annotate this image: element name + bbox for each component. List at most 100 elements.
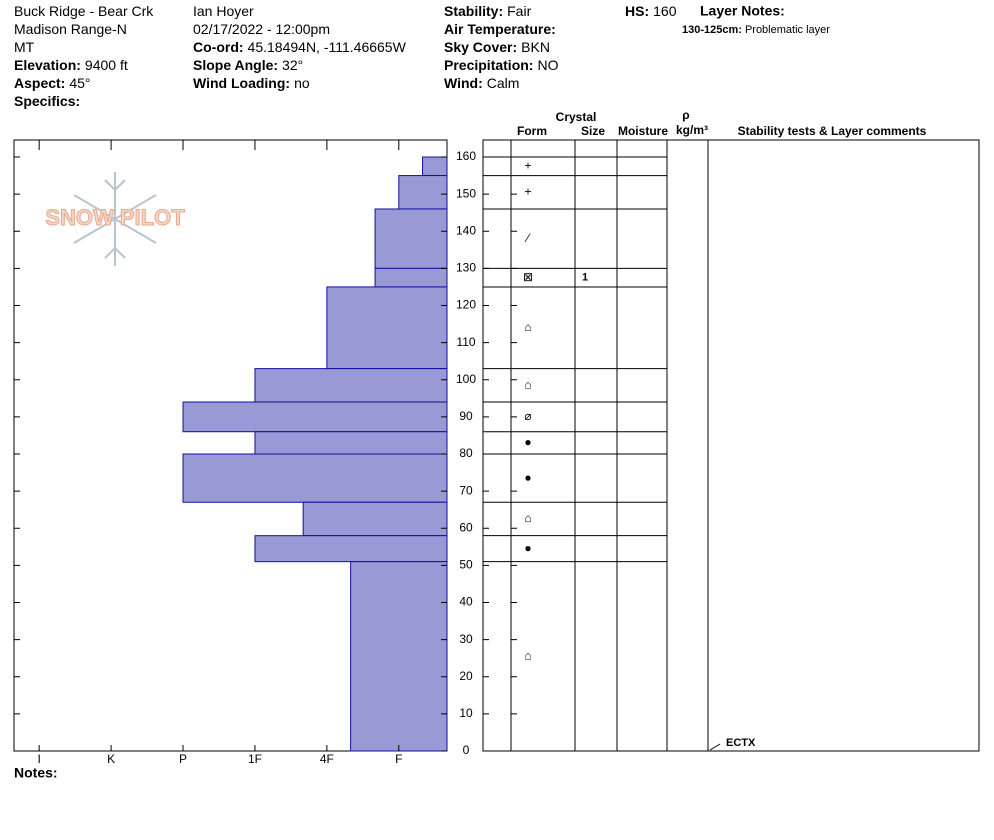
grain-form: ⁄ [524, 231, 531, 245]
field-label: HS: [625, 3, 649, 19]
field-label: Precipitation: [444, 57, 533, 73]
depth-label: 130 [456, 261, 476, 275]
field-label: Specifics: [14, 93, 80, 109]
header-field: Aspect: 45° [14, 75, 91, 91]
field-value: 160 [653, 3, 677, 19]
grain-form: ⊠ [523, 270, 533, 284]
field-value: 32° [282, 57, 303, 73]
field-value: 45.18494N, -111.46665W [248, 39, 407, 55]
test-arrow [709, 743, 721, 751]
field-value: no [294, 75, 310, 91]
hardness-label: F [395, 752, 402, 766]
hardness-bar [350, 561, 448, 752]
field-value: NO [537, 57, 558, 73]
grain-form: ⌂ [524, 649, 531, 663]
layer-note: 130-125cm: Problematic layer [682, 24, 830, 36]
hardness-bar [374, 208, 448, 269]
header-field: Elevation: 9400 ft [14, 57, 128, 73]
column-header: Moisture [618, 124, 668, 138]
header-field: Stability: Fair [444, 3, 532, 19]
hardness-bar [254, 368, 448, 403]
field-value: MT [14, 39, 35, 55]
column-lines [510, 140, 709, 751]
field-label: Slope Angle: [193, 57, 278, 73]
field-label: Co-ord: [193, 39, 244, 55]
field-label: Sky Cover: [444, 39, 517, 55]
depth-label: 90 [459, 409, 473, 423]
hardness-bar [374, 267, 448, 288]
notes-label: Notes: [14, 765, 58, 781]
header-field: Madison Range-N [14, 21, 127, 37]
hardness-bar [302, 501, 448, 537]
header-field: Sky Cover: BKN [444, 39, 550, 55]
field-label: Stability: [444, 3, 503, 19]
depth-label: 70 [459, 483, 473, 497]
field-label: Wind Loading: [193, 75, 290, 91]
hardness-label: P [179, 752, 187, 766]
depth-label: 40 [459, 595, 473, 609]
grain-form: ● [524, 541, 531, 555]
depth-label: 80 [459, 446, 473, 460]
logo-text: SNOW PILOT [45, 205, 185, 230]
depth-label: 60 [459, 520, 473, 534]
depth-label: 30 [459, 632, 473, 646]
hardness-bar [326, 286, 448, 370]
field-value: Buck Ridge - Bear Crk [14, 3, 154, 19]
grain-form: ● [524, 470, 531, 484]
hardness-label: 1F [248, 752, 262, 766]
hardness-bar [422, 156, 448, 177]
hardness-bar [254, 535, 448, 563]
note-value: Problematic layer [745, 24, 830, 36]
grain-form: ⌂ [524, 377, 531, 391]
header-field: Wind Loading: no [193, 75, 310, 91]
depth-label: 120 [456, 298, 476, 312]
field-value: 45° [69, 75, 90, 91]
field-value: BKN [521, 39, 550, 55]
hardness-label: 4F [320, 752, 334, 766]
depth-label: 110 [456, 335, 475, 349]
field-value: Calm [487, 75, 520, 91]
depth-label: 100 [456, 372, 476, 386]
field-label: Elevation: [14, 57, 81, 73]
header-field: Precipitation: NO [444, 57, 559, 73]
grain-size: 1 [582, 272, 588, 284]
field-label: Aspect: [14, 75, 65, 91]
field-value: 9400 ft [85, 57, 128, 73]
layer-notes-label: Layer Notes: [700, 3, 785, 19]
hardness-label: I [38, 752, 41, 766]
grain-form: + [524, 184, 531, 198]
grain-form: ⌂ [524, 511, 531, 525]
header-field: Buck Ridge - Bear Crk [14, 3, 154, 19]
column-header: kg/m³ [676, 123, 708, 137]
header-field: Slope Angle: 32° [193, 57, 303, 73]
header-field: 02/17/2022 - 12:00pm [193, 21, 330, 37]
depth-label: 160 [456, 149, 476, 163]
header-field: Ian Hoyer [193, 3, 254, 19]
field-value: Fair [507, 3, 531, 19]
field-value: Madison Range-N [14, 21, 127, 37]
hardness-bar [254, 431, 448, 455]
hardness-bar [182, 401, 448, 433]
grain-form: ⌀ [524, 409, 531, 423]
column-header: Size [581, 124, 605, 138]
depth-label: 150 [456, 186, 476, 200]
field-label: Wind: [444, 75, 483, 91]
field-value: 02/17/2022 - 12:00pm [193, 21, 330, 37]
header-field: HS: 160 [625, 3, 677, 19]
header-field: Wind: Calm [444, 75, 519, 91]
header-field: Co-ord: 45.18494N, -111.46665W [193, 39, 407, 55]
header-field: Air Temperature: [444, 21, 556, 37]
note-label: 130-125cm: [682, 24, 742, 36]
stability-test: ECTX [726, 737, 756, 749]
column-header: ρ [682, 108, 689, 122]
hardness-bar [398, 175, 448, 210]
hardness-bar [182, 453, 448, 503]
depth-label: 140 [456, 223, 476, 237]
depth-label: 10 [459, 706, 473, 720]
header-field: Specifics: [14, 93, 80, 109]
logo [73, 172, 157, 266]
depth-label: 20 [459, 669, 473, 683]
grain-form: ⌂ [524, 320, 531, 334]
